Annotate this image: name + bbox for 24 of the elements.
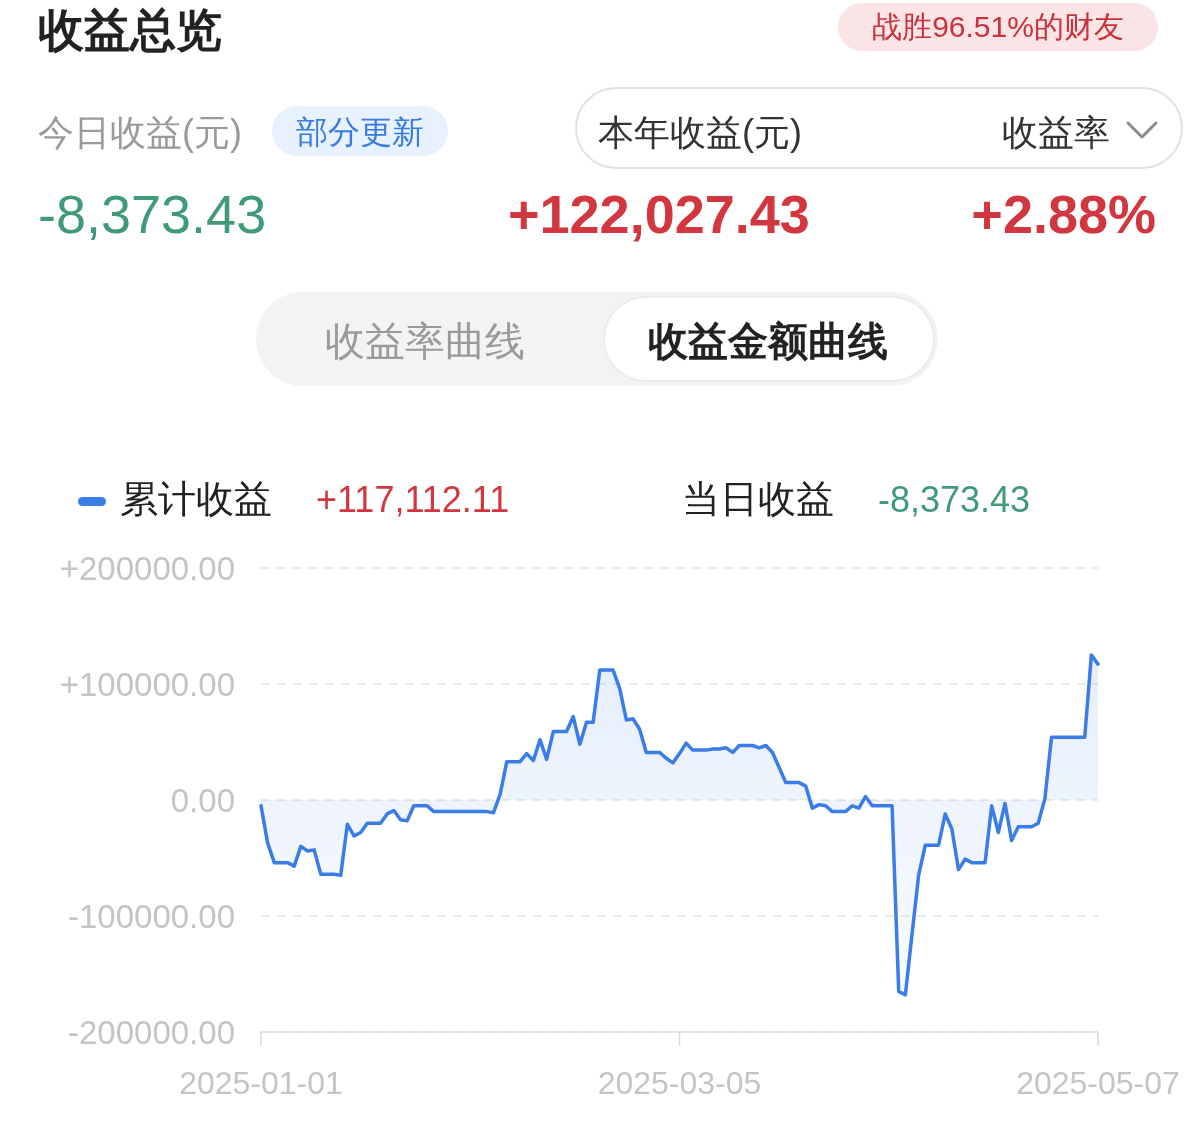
text: 收益率 [1002, 112, 1110, 153]
text: 收益率曲线 [325, 319, 525, 363]
legend-label: 累计收益 [120, 478, 272, 520]
x-tick-label: 2025-01-01 [179, 1065, 343, 1101]
text: -8,373.43 [878, 479, 1031, 520]
text: 当日收益 [682, 478, 834, 520]
x-tick-label: 2025-03-05 [597, 1065, 762, 1101]
legend: 累计收益 [78, 478, 272, 520]
y-tick-label: -200000.00 [68, 1014, 235, 1051]
y-tick-label: +100000.00 [59, 666, 235, 703]
y-tick-label: -100000.00 [68, 898, 235, 935]
chart-title: 收益总览 [38, 4, 222, 56]
y-tick-label: +200000.00 [59, 550, 235, 587]
text: +2.88% [971, 184, 1156, 244]
text: 收益金额曲线 [648, 319, 888, 363]
text: 本年收益(元) [598, 112, 802, 153]
y-tick-label: 0.00 [170, 782, 235, 819]
text: 战胜96.51%的财友 [872, 10, 1124, 43]
text: +122,027.43 [508, 184, 810, 244]
text: -8,373.43 [38, 184, 267, 244]
text: 今日收益(元) [38, 112, 242, 153]
text: 部分更新 [296, 114, 424, 150]
text: +117,112.11 [316, 479, 510, 520]
x-tick-label: 2025-05-07 [1016, 1065, 1180, 1101]
